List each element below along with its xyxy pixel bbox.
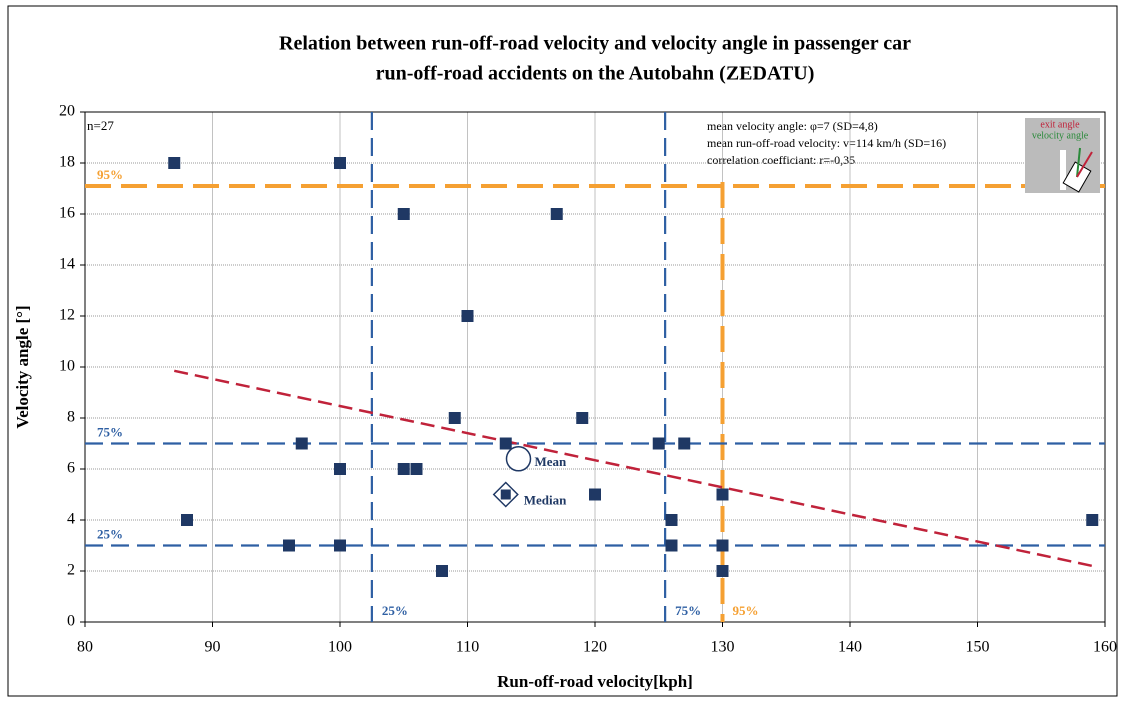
- point: [448, 412, 461, 424]
- point: [334, 539, 346, 552]
- point: [397, 463, 410, 475]
- reference-label: 95%: [97, 167, 123, 182]
- reference-label: 25%: [382, 603, 408, 618]
- y-tick-label: 4: [67, 511, 75, 528]
- mean-label: Mean: [535, 454, 568, 469]
- x-axis-label: Run-off-road velocity[kph]: [497, 672, 693, 691]
- y-tick-label: 10: [59, 358, 75, 375]
- median-core: [500, 489, 511, 500]
- point: [589, 488, 601, 501]
- point: [334, 157, 346, 169]
- x-tick-label: 160: [1093, 639, 1117, 656]
- point: [665, 514, 678, 526]
- inset: exit angle velocity angle: [1025, 118, 1100, 193]
- point: [397, 208, 410, 220]
- y-tick-label: 12: [59, 307, 75, 324]
- point: [499, 437, 512, 450]
- point: [678, 437, 691, 450]
- x-tick-label: 80: [77, 639, 93, 656]
- trend-line: [173, 369, 1093, 568]
- x-tick-label: 140: [838, 639, 862, 656]
- x-tick-label: 100: [328, 639, 352, 656]
- y-tick-label: 16: [59, 205, 75, 222]
- point: [436, 565, 448, 577]
- point: [295, 437, 308, 450]
- x-tick-label: 130: [711, 639, 735, 656]
- point: [550, 208, 563, 220]
- reference-label: 75%: [97, 424, 123, 439]
- point: [181, 514, 193, 526]
- inset-lane: [1060, 150, 1066, 190]
- x-tick-label: 150: [966, 639, 990, 656]
- mean-marker: [505, 446, 532, 472]
- point: [716, 488, 729, 501]
- y-tick-label: 18: [59, 154, 75, 171]
- inset-arrow: [1076, 147, 1081, 178]
- y-tick-label: 14: [59, 256, 75, 273]
- point: [652, 437, 665, 450]
- y-axis-label: Velocity angle [°]: [13, 305, 32, 428]
- point: [334, 463, 346, 475]
- x-tick-label: 120: [583, 639, 607, 656]
- y-tick-label: 0: [67, 613, 75, 630]
- point: [461, 310, 474, 322]
- y-tick-label: 6: [67, 460, 75, 477]
- point: [1086, 514, 1099, 526]
- median-label: Median: [524, 492, 567, 507]
- reference-label: 25%: [97, 526, 123, 541]
- inset-label: exit angle: [1040, 119, 1080, 130]
- point: [716, 539, 729, 552]
- chart-frame: [7, 5, 1118, 697]
- chart-title: run-off-road accidents on the Autobahn (…: [376, 63, 815, 85]
- point: [576, 412, 589, 424]
- y-tick-label: 8: [67, 409, 75, 426]
- annotation: mean velocity angle: φ=7 (SD=4,8): [707, 119, 878, 133]
- annotation: n=27: [87, 118, 114, 133]
- point: [665, 539, 678, 552]
- annotation: mean run-off-road velocity: v=114 km/h (…: [707, 136, 946, 150]
- point: [716, 565, 729, 577]
- plot: 0 2 4 6 8 10 12 14 16 18 20 80 90 100 110 120 130 140 150 1…: [59, 103, 1117, 656]
- point: [168, 157, 181, 169]
- inset-label: velocity angle: [1032, 130, 1089, 141]
- point: [410, 463, 423, 475]
- x-tick-label: 90: [205, 639, 221, 656]
- inset-arrow: [1076, 151, 1093, 178]
- reference-label: 95%: [733, 603, 759, 618]
- y-tick-label: 20: [59, 103, 75, 120]
- y-tick-label: 2: [67, 562, 75, 579]
- annotation: correlation coefficiant: r=-0,35: [707, 153, 855, 167]
- plot-frame: [84, 111, 1106, 623]
- reference-label: 75%: [675, 603, 701, 618]
- x-tick-label: 110: [456, 639, 479, 656]
- chart-title: Relation between run-off-road velocity a…: [279, 33, 911, 55]
- point: [283, 539, 295, 552]
